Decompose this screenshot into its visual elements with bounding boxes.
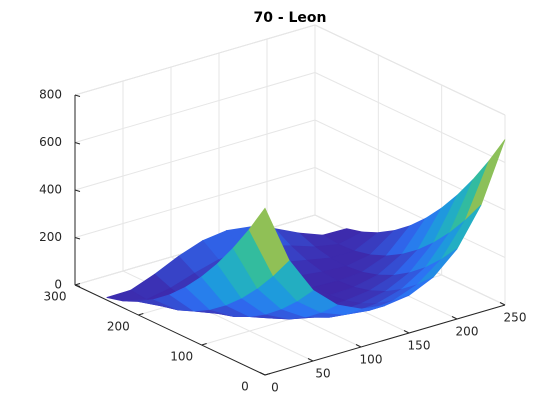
x-tick <box>451 316 458 320</box>
grid-line <box>74 119 316 191</box>
grid-line <box>314 167 506 258</box>
y-tick-label: 100 <box>170 350 193 364</box>
y-axis <box>74 284 266 376</box>
surface-patch <box>248 207 290 277</box>
y-tick-label: 300 <box>44 290 67 304</box>
y-tick <box>264 373 271 376</box>
x-tick-label: 150 <box>408 339 431 353</box>
z-tick <box>74 189 81 192</box>
y-tick-label: 200 <box>107 320 130 334</box>
z-tick-label: 800 <box>39 88 62 102</box>
x-tick-label: 0 <box>271 381 279 395</box>
x-tick <box>403 330 410 334</box>
grid-line <box>314 72 506 163</box>
grid-line <box>74 24 316 96</box>
x-tick <box>499 302 506 306</box>
x-tick <box>355 344 362 348</box>
z-tick-label: 0 <box>54 278 62 292</box>
surface <box>106 139 506 320</box>
x-tick-label: 250 <box>504 311 527 325</box>
x-tick-label: 200 <box>456 325 479 339</box>
z-tick <box>74 94 81 97</box>
z-tick <box>74 237 81 240</box>
chart-title: 70 - Leon <box>253 10 326 26</box>
grid-line <box>74 72 316 143</box>
z-tick <box>74 284 81 287</box>
z-tick <box>74 142 81 145</box>
y-tick <box>138 313 144 316</box>
z-tick-label: 400 <box>39 183 62 197</box>
y-tick-label: 0 <box>241 380 249 394</box>
grid-line <box>314 24 506 116</box>
x-tick <box>259 372 266 376</box>
y-tick <box>201 343 207 346</box>
x-axis <box>264 304 506 376</box>
z-tick-label: 200 <box>39 230 62 244</box>
x-tick-label: 100 <box>360 353 383 367</box>
x-tick <box>307 358 314 362</box>
z-tick-label: 600 <box>39 135 62 149</box>
x-tick-label: 50 <box>315 367 330 381</box>
grid-line <box>74 167 316 238</box>
